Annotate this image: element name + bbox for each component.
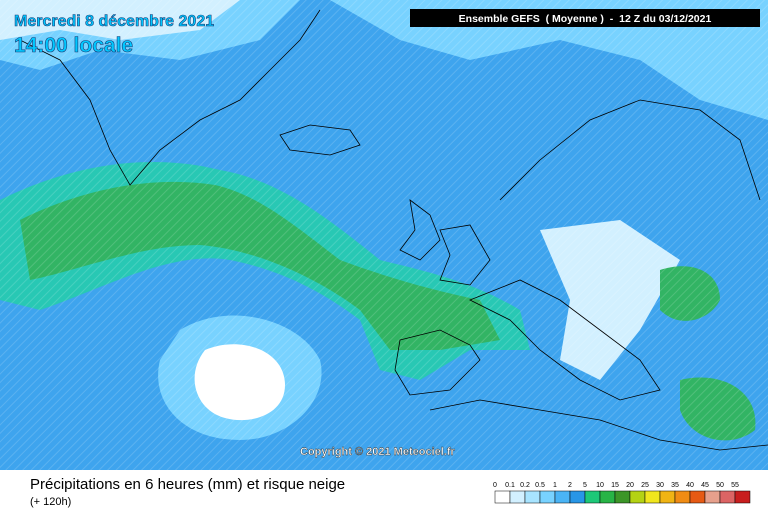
legend-label: 2 <box>568 482 572 489</box>
legend-swatch <box>569 490 586 504</box>
legend-swatch <box>644 490 661 504</box>
legend-swatch <box>659 490 676 504</box>
copyright: Copyright © 2021 Meteociel.fr <box>300 446 456 458</box>
legend-swatch <box>509 490 526 504</box>
legend-swatch <box>584 490 601 504</box>
legend-label: 0.5 <box>535 482 545 489</box>
legend-label: 50 <box>716 482 724 489</box>
legend-label: 10 <box>596 482 604 489</box>
model-banner <box>410 9 760 27</box>
legend-label: 55 <box>731 482 739 489</box>
precip-map <box>0 0 768 470</box>
legend-label: 30 <box>656 482 664 489</box>
legend-label: 25 <box>641 482 649 489</box>
legend-label: 5 <box>583 482 587 489</box>
legend-swatch <box>719 490 736 504</box>
legend: 0 0.1 0.2 0.5 1 2 5 10 15 20 25 30 35 40 45 50 55 <box>493 482 751 504</box>
legend-swatch <box>494 490 511 504</box>
legend-label: 45 <box>701 482 709 489</box>
legend-swatch <box>524 490 541 504</box>
legend-swatch <box>614 490 631 504</box>
legend-swatch <box>734 490 751 504</box>
legend-label: 0.1 <box>505 482 515 489</box>
time-label: 14:00 locale <box>14 34 133 57</box>
legend-swatch <box>629 490 646 504</box>
legend-swatch <box>674 490 691 504</box>
legend-label: 0 <box>493 482 497 489</box>
legend-label: 40 <box>686 482 694 489</box>
footer-lead: (+ 120h) <box>30 496 71 508</box>
footer-title: Précipitations en 6 heures (mm) et risqu… <box>30 476 345 493</box>
date-label: Mercredi 8 décembre 2021 <box>14 13 214 30</box>
legend-label: 35 <box>671 482 679 489</box>
legend-label: 0.2 <box>520 482 530 489</box>
legend-label: 1 <box>553 482 557 489</box>
legend-swatch <box>599 490 616 504</box>
legend-label: 15 <box>611 482 619 489</box>
legend-swatch <box>554 490 571 504</box>
legend-label: 20 <box>626 482 634 489</box>
legend-swatch <box>689 490 706 504</box>
legend-swatch <box>704 490 721 504</box>
model-label: Ensemble GEFS ( Moyenne ) - 12 Z du 03/1… <box>459 13 712 25</box>
legend-swatch <box>539 490 556 504</box>
